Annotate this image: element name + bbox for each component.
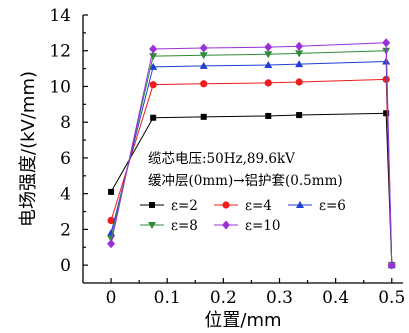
annotation-1: 缆芯电压:50Hz,89.6kV (148, 151, 295, 167)
data-point (295, 41, 304, 51)
x-tick-label: 0.5 (378, 288, 405, 308)
legend-label: ε=10 (245, 218, 280, 234)
legend-marker (148, 222, 156, 229)
legend-marker (222, 201, 230, 209)
y-ticks: 0 2 4 6 8 10 12 14 (49, 6, 88, 276)
y-tick-label: 14 (49, 6, 71, 26)
data-point (199, 43, 208, 53)
series-group (107, 38, 396, 270)
annotation-2: 缓冲层(0mm)→铝护套(0.5mm) (148, 173, 343, 189)
data-point (199, 52, 208, 60)
data-point (107, 235, 116, 243)
legend-item: ε=6 (288, 198, 346, 214)
data-point (264, 51, 273, 59)
legend-label: ε=8 (171, 218, 198, 234)
data-point (295, 50, 304, 58)
data-point (264, 61, 273, 69)
series-line (110, 112, 393, 266)
y-tick-label: 8 (60, 113, 71, 133)
legend-marker (222, 220, 230, 230)
y-axis-title: 电场强度/(kV/mm) (18, 71, 39, 227)
data-point (383, 110, 390, 117)
legend-marker (149, 202, 155, 208)
data-point (387, 260, 396, 270)
data-point (295, 78, 303, 86)
y-tick-label: 6 (60, 149, 71, 169)
data-point (199, 61, 208, 69)
data-point (149, 44, 158, 54)
x-tick-label: 0.2 (210, 288, 237, 308)
series-1 (108, 110, 395, 269)
data-point (382, 38, 391, 48)
x-ticks: 0 0.1 0.2 0.3 0.4 0.5 (106, 278, 405, 308)
y-tick-label: 2 (60, 220, 71, 240)
legend-item: ε=2 (140, 198, 198, 214)
data-point (149, 81, 157, 89)
annotations: 缆芯电压:50Hz,89.6kV 缓冲层(0mm)→铝护套(0.5mm) (148, 151, 343, 189)
legend-item: ε=10 (214, 218, 280, 234)
x-axis-title: 位置/mm (204, 310, 281, 331)
legend-label: ε=4 (245, 198, 272, 214)
data-point (264, 42, 273, 52)
x-tick-label: 0 (106, 288, 117, 308)
data-point (200, 113, 207, 120)
legend-marker (296, 201, 304, 208)
legend: ε=2 ε=4 ε=6 ε=8 ε=10 (140, 198, 346, 234)
data-point (295, 60, 304, 68)
data-point (265, 112, 272, 119)
data-point (200, 80, 208, 88)
data-point (149, 53, 158, 61)
plot-area: 0 2 4 6 8 10 12 14 0 0.1 0.2 0.3 0.4 0.5 缆芯电压:50Hz,8… (49, 6, 405, 308)
y-tick-label: 0 (60, 256, 71, 276)
series-5 (107, 38, 396, 270)
y-tick-label: 12 (49, 42, 71, 62)
data-point (149, 62, 158, 70)
x-tick-label: 0.4 (322, 288, 349, 308)
legend-label: ε=2 (171, 198, 198, 214)
legend-item: ε=4 (214, 198, 272, 214)
legend-label: ε=6 (319, 198, 346, 214)
data-point (150, 114, 157, 121)
x-tick-label: 0.1 (154, 288, 181, 308)
data-point (108, 188, 115, 195)
data-point (107, 239, 116, 249)
data-point (296, 112, 303, 119)
data-point (107, 216, 115, 225)
y-tick-label: 4 (60, 185, 71, 205)
data-point (264, 79, 272, 87)
y-tick-label: 10 (49, 77, 71, 97)
legend-item: ε=8 (140, 218, 198, 234)
x-tick-label: 0.3 (266, 288, 293, 308)
